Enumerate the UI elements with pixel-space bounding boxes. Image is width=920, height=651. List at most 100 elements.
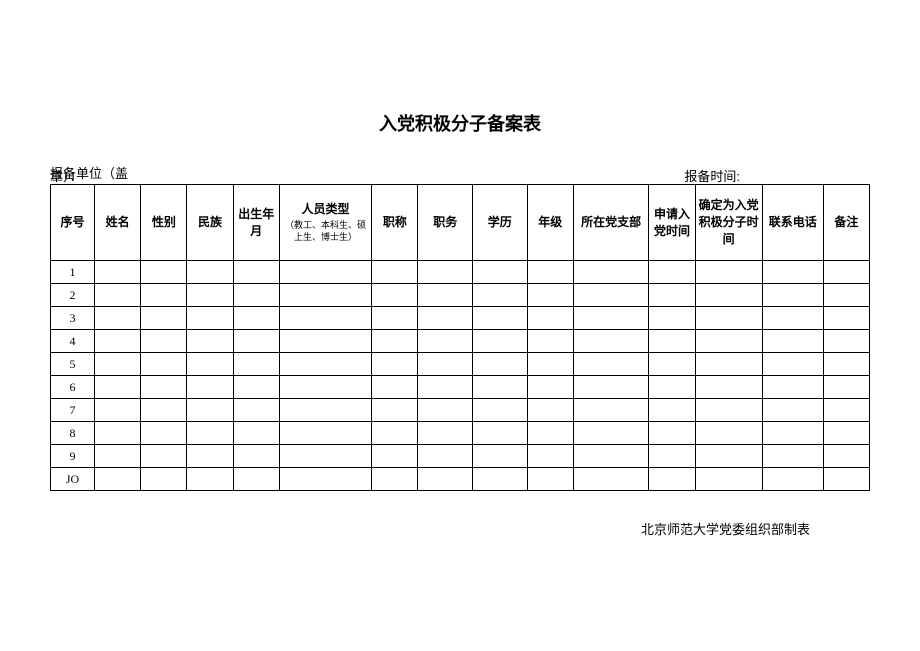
cell (695, 307, 762, 330)
cell (762, 422, 823, 445)
cell (473, 422, 528, 445)
cell (695, 399, 762, 422)
cell (418, 468, 473, 491)
row-seq: 1 (51, 261, 95, 284)
cell (372, 284, 418, 307)
col-duty: 职务 (418, 185, 473, 261)
cell (762, 399, 823, 422)
cell (649, 330, 695, 353)
cell (95, 376, 141, 399)
cell (187, 307, 233, 330)
cell (95, 284, 141, 307)
cell (187, 399, 233, 422)
table-row: 2 (51, 284, 870, 307)
cell (527, 399, 573, 422)
cell (823, 376, 869, 399)
cell (187, 468, 233, 491)
cell (573, 445, 649, 468)
table-row: 1 (51, 261, 870, 284)
cell (649, 445, 695, 468)
cell (573, 353, 649, 376)
cell (473, 468, 528, 491)
cell (527, 261, 573, 284)
cell (649, 468, 695, 491)
cell (418, 284, 473, 307)
cell (527, 445, 573, 468)
col-title: 职称 (372, 185, 418, 261)
col-ethnic: 民族 (187, 185, 233, 261)
cell (573, 422, 649, 445)
cell (418, 307, 473, 330)
cell (279, 445, 371, 468)
table-row: 8 (51, 422, 870, 445)
cell (279, 261, 371, 284)
col-birth: 出生年月 (233, 185, 279, 261)
cell (823, 468, 869, 491)
cell (233, 307, 279, 330)
cell (823, 261, 869, 284)
cell (372, 376, 418, 399)
col-type-sub: （教工、本科生、硕上生、博士生） (282, 220, 369, 243)
row-seq: 8 (51, 422, 95, 445)
cell (279, 353, 371, 376)
cell (695, 468, 762, 491)
cell (233, 468, 279, 491)
table-row: 9 (51, 445, 870, 468)
cell (762, 307, 823, 330)
table-row: 6 (51, 376, 870, 399)
col-confirm: 确定为入党积极分子时间 (695, 185, 762, 261)
col-type: 人员类型 （教工、本科生、硕上生、博士生） (279, 185, 371, 261)
cell (372, 330, 418, 353)
cell (473, 376, 528, 399)
cell (695, 422, 762, 445)
cell (141, 330, 187, 353)
cell (279, 422, 371, 445)
cell (187, 422, 233, 445)
cell (762, 330, 823, 353)
cell (233, 422, 279, 445)
header-row: 序号 姓名 性别 民族 出生年月 人员类型 （教工、本科生、硕上生、博士生） 职… (51, 185, 870, 261)
cell (141, 445, 187, 468)
cell (279, 468, 371, 491)
cell (823, 445, 869, 468)
cell (95, 261, 141, 284)
cell (573, 376, 649, 399)
col-gender: 性别 (141, 185, 187, 261)
cell (573, 468, 649, 491)
cell (95, 468, 141, 491)
cell (141, 284, 187, 307)
cell (187, 353, 233, 376)
footer-text: 北京师范大学党委组织部制表 (50, 519, 870, 538)
cell (418, 376, 473, 399)
cell (823, 399, 869, 422)
cell (95, 399, 141, 422)
table-row: JO (51, 468, 870, 491)
col-branch: 所在党支部 (573, 185, 649, 261)
cell (141, 399, 187, 422)
cell (141, 307, 187, 330)
cell (527, 468, 573, 491)
cell (573, 261, 649, 284)
row-seq: 4 (51, 330, 95, 353)
cell (762, 353, 823, 376)
cell (187, 330, 233, 353)
table-body: 123456789JO (51, 261, 870, 491)
cell (649, 353, 695, 376)
cell (372, 445, 418, 468)
cell (95, 422, 141, 445)
cell (695, 353, 762, 376)
cell (762, 261, 823, 284)
cell (233, 353, 279, 376)
cell (527, 284, 573, 307)
col-note: 备注 (823, 185, 869, 261)
cell (573, 307, 649, 330)
row-seq: 5 (51, 353, 95, 376)
cell (473, 261, 528, 284)
cell (573, 284, 649, 307)
cell (279, 399, 371, 422)
row-seq: 2 (51, 284, 95, 307)
cell (233, 399, 279, 422)
meta-time-label: 报备时间: (684, 166, 740, 185)
cell (372, 468, 418, 491)
cell (473, 399, 528, 422)
